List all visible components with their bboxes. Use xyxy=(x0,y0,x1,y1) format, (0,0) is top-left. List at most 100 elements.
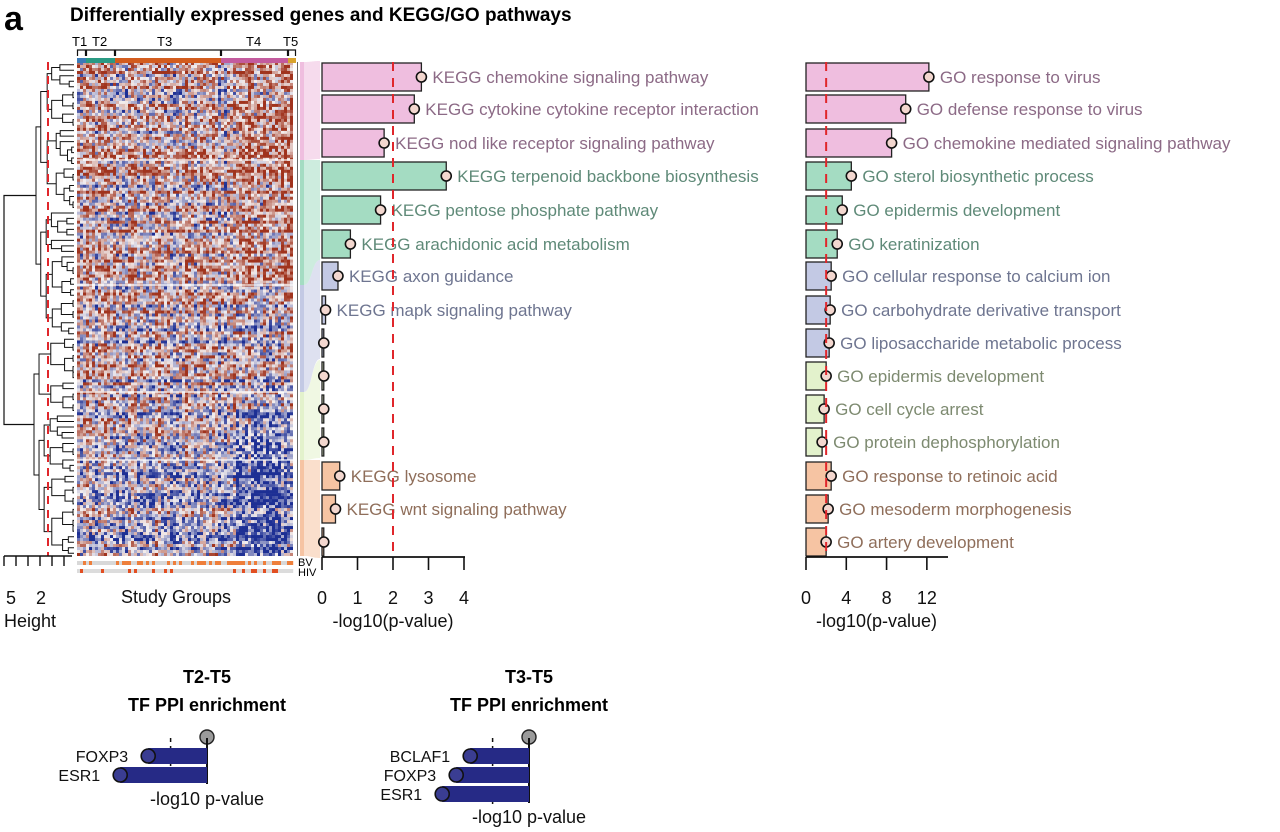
heatmap-cell xyxy=(185,100,189,105)
heatmap-cell xyxy=(188,64,192,69)
heatmap-cell xyxy=(125,232,129,236)
heatmap-cell xyxy=(128,175,132,180)
heatmap-cell xyxy=(260,130,264,135)
heatmap-cell xyxy=(167,184,171,189)
heatmap-cell xyxy=(86,169,90,174)
heatmap-cell xyxy=(170,79,174,84)
heatmap-cell xyxy=(185,124,189,129)
heatmap-cell xyxy=(224,64,228,69)
heatmap-cell xyxy=(128,256,132,260)
heatmap-cell xyxy=(287,226,291,230)
heatmap-cell xyxy=(239,91,243,96)
heatmap-cell xyxy=(137,232,141,236)
heatmap-cell xyxy=(287,217,291,221)
heatmap-cell xyxy=(158,229,162,233)
heatmap-cell xyxy=(95,223,99,227)
heatmap-cell xyxy=(110,235,114,239)
heatmap-cell xyxy=(203,232,207,236)
heatmap-cell xyxy=(134,100,138,105)
heatmap-cell xyxy=(269,256,273,260)
heatmap-cell xyxy=(242,238,246,242)
heatmap-cell xyxy=(140,76,144,81)
heatmap-cell xyxy=(164,178,168,183)
heatmap-cell xyxy=(269,217,273,221)
heatmap-cell xyxy=(155,211,159,215)
heatmap-cell xyxy=(236,76,240,81)
heatmap-cell xyxy=(227,121,231,126)
heatmap-cell xyxy=(209,187,213,192)
heatmap-cell xyxy=(137,214,141,218)
heatmap-cell xyxy=(248,103,252,108)
heatmap-cell xyxy=(134,82,138,87)
heatmap-cell xyxy=(287,253,291,257)
heatmap-cell xyxy=(281,214,285,218)
heatmap-cell xyxy=(104,190,108,195)
heatmap-cell xyxy=(236,133,240,138)
heatmap-cell xyxy=(263,145,267,150)
heatmap-cell xyxy=(89,76,93,81)
heatmap-cell xyxy=(191,244,195,248)
heatmap-cell xyxy=(137,82,141,87)
heatmap-cell xyxy=(197,256,201,260)
heatmap-cell xyxy=(197,127,201,132)
heatmap-cell xyxy=(206,262,210,266)
heatmap-cell xyxy=(257,154,261,159)
heatmap-cell xyxy=(182,238,186,242)
heatmap-cell xyxy=(146,184,150,189)
heatmap-cell xyxy=(83,250,87,254)
heatmap-cell xyxy=(284,172,288,177)
heatmap-cell xyxy=(245,202,249,207)
heatmap-cell xyxy=(230,223,234,227)
heatmap-cell xyxy=(266,94,270,99)
heatmap-cell xyxy=(107,94,111,99)
heatmap-cell xyxy=(143,184,147,189)
heatmap-cell xyxy=(155,229,159,233)
heatmap-cell xyxy=(212,259,216,263)
heatmap-cell xyxy=(263,79,267,84)
heatmap-cell xyxy=(98,253,102,257)
heatmap-cell xyxy=(155,73,159,78)
heatmap-cell xyxy=(116,205,120,209)
heatmap-cell xyxy=(221,97,225,102)
heatmap-cell xyxy=(251,67,255,72)
heatmap-cell xyxy=(209,64,213,69)
heatmap-cell xyxy=(146,121,150,126)
heatmap-cell xyxy=(209,70,213,75)
heatmap-cell xyxy=(134,112,138,117)
heatmap-cell xyxy=(185,91,189,96)
heatmap-cell xyxy=(230,187,234,192)
heatmap-cell xyxy=(86,208,90,212)
heatmap-cell xyxy=(182,62,186,66)
heatmap-cell xyxy=(113,193,117,198)
heatmap-cell xyxy=(92,199,96,204)
heatmap-cell xyxy=(281,256,285,260)
heatmap-cell xyxy=(206,154,210,159)
heatmap-cell xyxy=(191,184,195,189)
heatmap-cell xyxy=(188,154,192,159)
heatmap-cell xyxy=(83,208,87,212)
heatmap-cell xyxy=(110,82,114,87)
heatmap-cell xyxy=(206,106,210,111)
heatmap-cell xyxy=(77,175,81,180)
heatmap-cell xyxy=(167,226,171,230)
heatmap-cell xyxy=(146,70,150,75)
heatmap-cell xyxy=(86,160,90,165)
heatmap-cell xyxy=(200,253,204,257)
heatmap-cell xyxy=(248,262,252,266)
heatmap-cell xyxy=(221,226,225,230)
heatmap-cell xyxy=(194,223,198,227)
heatmap-cell xyxy=(176,115,180,120)
heatmap-cell xyxy=(92,214,96,218)
heatmap-cell xyxy=(101,238,105,242)
heatmap-cell xyxy=(182,244,186,248)
heatmap-cell xyxy=(251,199,255,204)
heatmap-cell xyxy=(248,226,252,230)
heatmap-cell xyxy=(176,256,180,260)
heatmap-cell xyxy=(95,262,99,266)
heatmap-cell xyxy=(197,220,201,224)
heatmap-cell xyxy=(77,142,81,147)
heatmap-cell xyxy=(155,109,159,114)
heatmap-cell xyxy=(104,148,108,153)
heatmap-cell xyxy=(155,124,159,129)
heatmap-cell xyxy=(140,262,144,266)
